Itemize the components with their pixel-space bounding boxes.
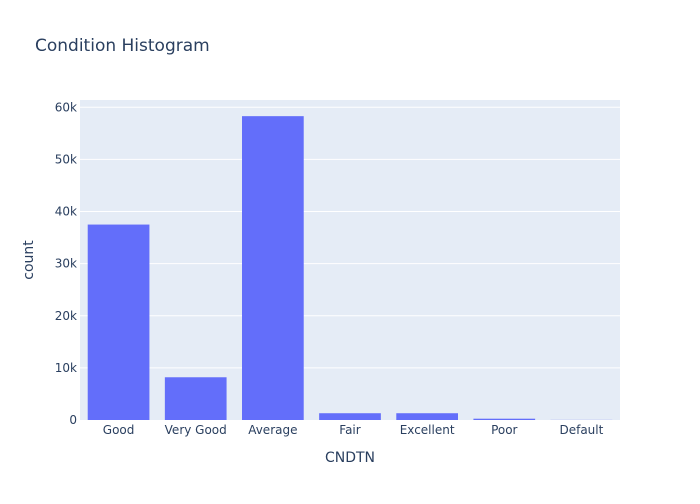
x-tick-label: Fair — [339, 423, 360, 437]
bar-average[interactable] — [242, 116, 304, 420]
y-tick-label: 50k — [55, 152, 77, 166]
y-tick-label: 60k — [55, 100, 77, 114]
x-tick-label: Average — [248, 423, 297, 437]
y-tick-label: 20k — [55, 309, 77, 323]
y-axis-title: count — [21, 240, 37, 280]
bar-good[interactable] — [88, 225, 150, 420]
bar-fair[interactable] — [319, 413, 381, 420]
bar-poor[interactable] — [473, 419, 535, 420]
x-axis-title: CNDTN — [325, 450, 375, 466]
x-tick-label: Good — [103, 423, 135, 437]
x-tick-label: Poor — [491, 423, 517, 437]
y-tick-label: 30k — [55, 257, 77, 271]
x-tick-label: Default — [559, 423, 603, 437]
bar-very-good[interactable] — [165, 377, 227, 420]
x-tick-label: Very Good — [165, 423, 227, 437]
y-tick-label: 10k — [55, 361, 77, 375]
x-axis-ticks: Good Very Good Average Fair Excellent Poor Def… — [103, 423, 604, 437]
y-tick-label: 0 — [69, 413, 77, 427]
y-axis-ticks: 0 10k 20k 30k 40k 50k 60k — [55, 100, 77, 427]
x-tick-label: Excellent — [400, 423, 455, 437]
y-tick-label: 40k — [55, 205, 77, 219]
plot-area — [80, 100, 620, 420]
chart-title: Condition Histogram — [35, 36, 210, 56]
bar-excellent[interactable] — [396, 413, 458, 420]
